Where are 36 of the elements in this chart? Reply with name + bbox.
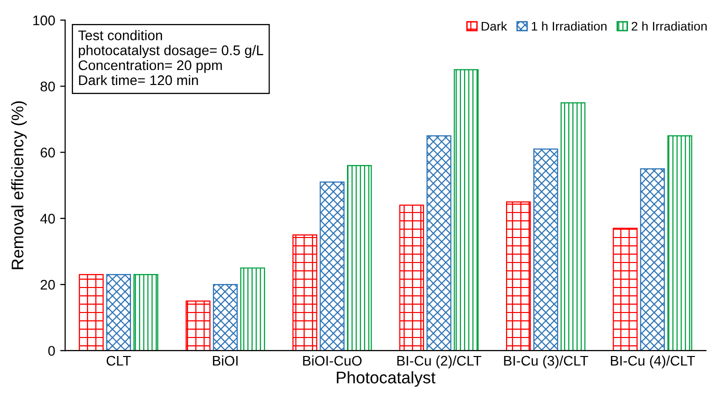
x-tick-label: BI-Cu (4)/CLT — [610, 355, 695, 368]
bar — [454, 69, 479, 351]
bar — [186, 300, 210, 351]
bar — [106, 274, 131, 351]
bar — [533, 148, 558, 351]
y-tick-label: 0 — [48, 346, 55, 356]
y-tick-label: 60 — [40, 148, 55, 158]
bar — [612, 228, 638, 351]
y-tick-label: 100 — [33, 15, 55, 26]
x-tick-label: BI-Cu (3)/CLT — [504, 355, 588, 368]
bar — [347, 164, 372, 351]
x-tick-label: CLT — [106, 356, 131, 366]
y-tick-label: 40 — [40, 214, 55, 224]
bar — [640, 168, 665, 351]
bar — [667, 135, 692, 351]
x-axis-title: Photocatalyst — [336, 371, 436, 387]
legend-label: 1 h Irradiation — [532, 21, 606, 31]
bar — [320, 182, 345, 351]
x-tick-label: BI-Cu (2)/CLT — [397, 355, 482, 368]
bar — [133, 274, 158, 351]
y-axis-title: Removal efficiency (%) — [11, 101, 27, 270]
legend-label: Dark — [482, 21, 508, 31]
bar — [292, 234, 318, 351]
bar — [240, 267, 266, 351]
x-tick-label: BiOI — [212, 355, 238, 366]
bar — [426, 135, 452, 351]
legend-label: 2 h Irradiation — [632, 21, 707, 31]
bar — [560, 102, 586, 351]
bar — [78, 274, 104, 351]
y-tick-label: 80 — [40, 82, 55, 92]
x-tick-label: BiOI-CuO — [303, 355, 362, 366]
bar — [212, 284, 238, 351]
y-tick-label: 20 — [40, 280, 55, 290]
annotation: Test condition photocatalyst dosage= 0.5 g/L Concentration= 20 ppm Dark time= 120 min — [78, 30, 264, 86]
bar — [506, 201, 531, 351]
bar — [399, 204, 424, 351]
